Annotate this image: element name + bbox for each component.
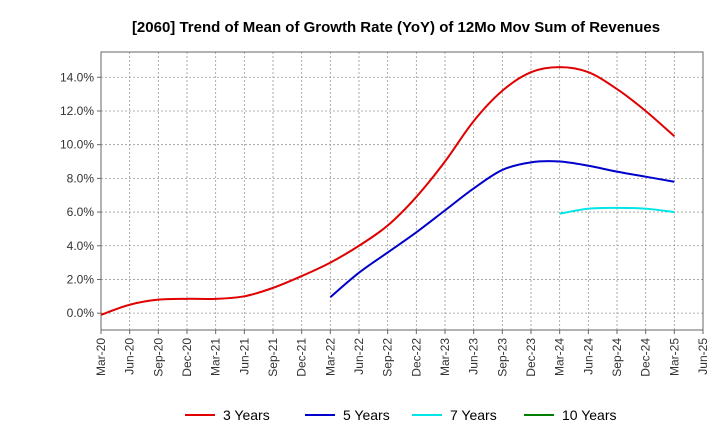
x-tick-label: Mar-23 (438, 338, 452, 376)
legend-label-3-years: 3 Years (223, 407, 270, 423)
series-line-5-years (329, 160, 675, 298)
plot-frame (100, 51, 704, 331)
x-tick-label: Dec-21 (295, 338, 309, 377)
x-tick-label: Dec-23 (524, 338, 538, 377)
legend-label-5-years: 5 Years (343, 407, 390, 423)
x-tick-label: Sep-22 (381, 338, 395, 377)
x-tick-label: Mar-20 (94, 338, 108, 376)
y-tick-label: 14.0% (60, 70, 94, 84)
legend-label-7-years: 7 Years (450, 407, 497, 423)
series-line-3-years (100, 66, 675, 316)
x-tick-label: Jun-20 (123, 338, 137, 375)
x-tick-label: Dec-22 (409, 338, 423, 377)
x-tick-label: Sep-21 (266, 338, 280, 377)
x-tick-label: Jun-22 (352, 338, 366, 375)
x-tick-label: Mar-21 (209, 338, 223, 376)
x-tick-label: Sep-20 (151, 338, 165, 377)
x-tick-label: Mar-22 (323, 338, 337, 376)
y-tick-label: 10.0% (60, 138, 94, 152)
x-tick-label: Dec-24 (639, 338, 653, 377)
x-tick-label: Jun-24 (581, 338, 595, 375)
x-tick-label: Sep-23 (495, 338, 509, 377)
chart-title: [2060] Trend of Mean of Growth Rate (YoY… (132, 19, 660, 36)
x-tick-label: Sep-24 (610, 338, 624, 377)
x-tick-label: Mar-25 (667, 338, 681, 376)
x-tick-label: Jun-23 (467, 338, 481, 375)
legend-label-10-years: 10 Years (562, 407, 617, 423)
y-tick-label: 8.0% (67, 171, 95, 185)
x-tick-label: Dec-20 (180, 338, 194, 377)
x-tick-label: Jun-25 (696, 338, 710, 375)
y-tick-label: 4.0% (67, 239, 95, 253)
plot-area: Mar-20 Jun-20 Sep-20 Dec-20 Mar-21 Jun-21 Sep-… (60, 51, 710, 377)
x-tick-label: Jun-21 (237, 338, 251, 375)
series-line-7-years (559, 206, 675, 215)
x-tick-label: Mar-24 (553, 338, 567, 376)
legend: 3 Years 5 Years 7 Years 10 Years (185, 407, 617, 423)
y-tick-label: 2.0% (67, 272, 95, 286)
plot-background (101, 52, 703, 330)
y-tick-label: 12.0% (60, 104, 94, 118)
y-tick-label: 6.0% (67, 205, 95, 219)
y-tick-label: 0.0% (67, 306, 95, 320)
